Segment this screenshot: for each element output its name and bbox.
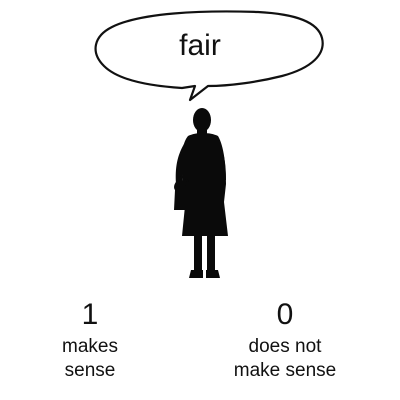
option-label-line1: makes [62, 336, 118, 357]
option-does-not-make-sense[interactable]: 0 does not make sense [215, 298, 355, 383]
option-label: does not make sense [215, 335, 355, 383]
option-value: 0 [276, 298, 294, 331]
option-label-line2: sense [64, 360, 116, 381]
speech-bubble-outline-icon [94, 10, 324, 102]
option-label-line2: make sense [233, 360, 337, 381]
option-value: 1 [81, 298, 99, 331]
woman-silhouette-icon [174, 108, 228, 278]
speech-bubble: fair [0, 0, 400, 105]
bubble-word: fair [179, 29, 221, 62]
option-label: makes sense [40, 335, 140, 383]
option-makes-sense[interactable]: 1 makes sense [40, 298, 140, 383]
option-label-line1: does not [248, 336, 322, 357]
